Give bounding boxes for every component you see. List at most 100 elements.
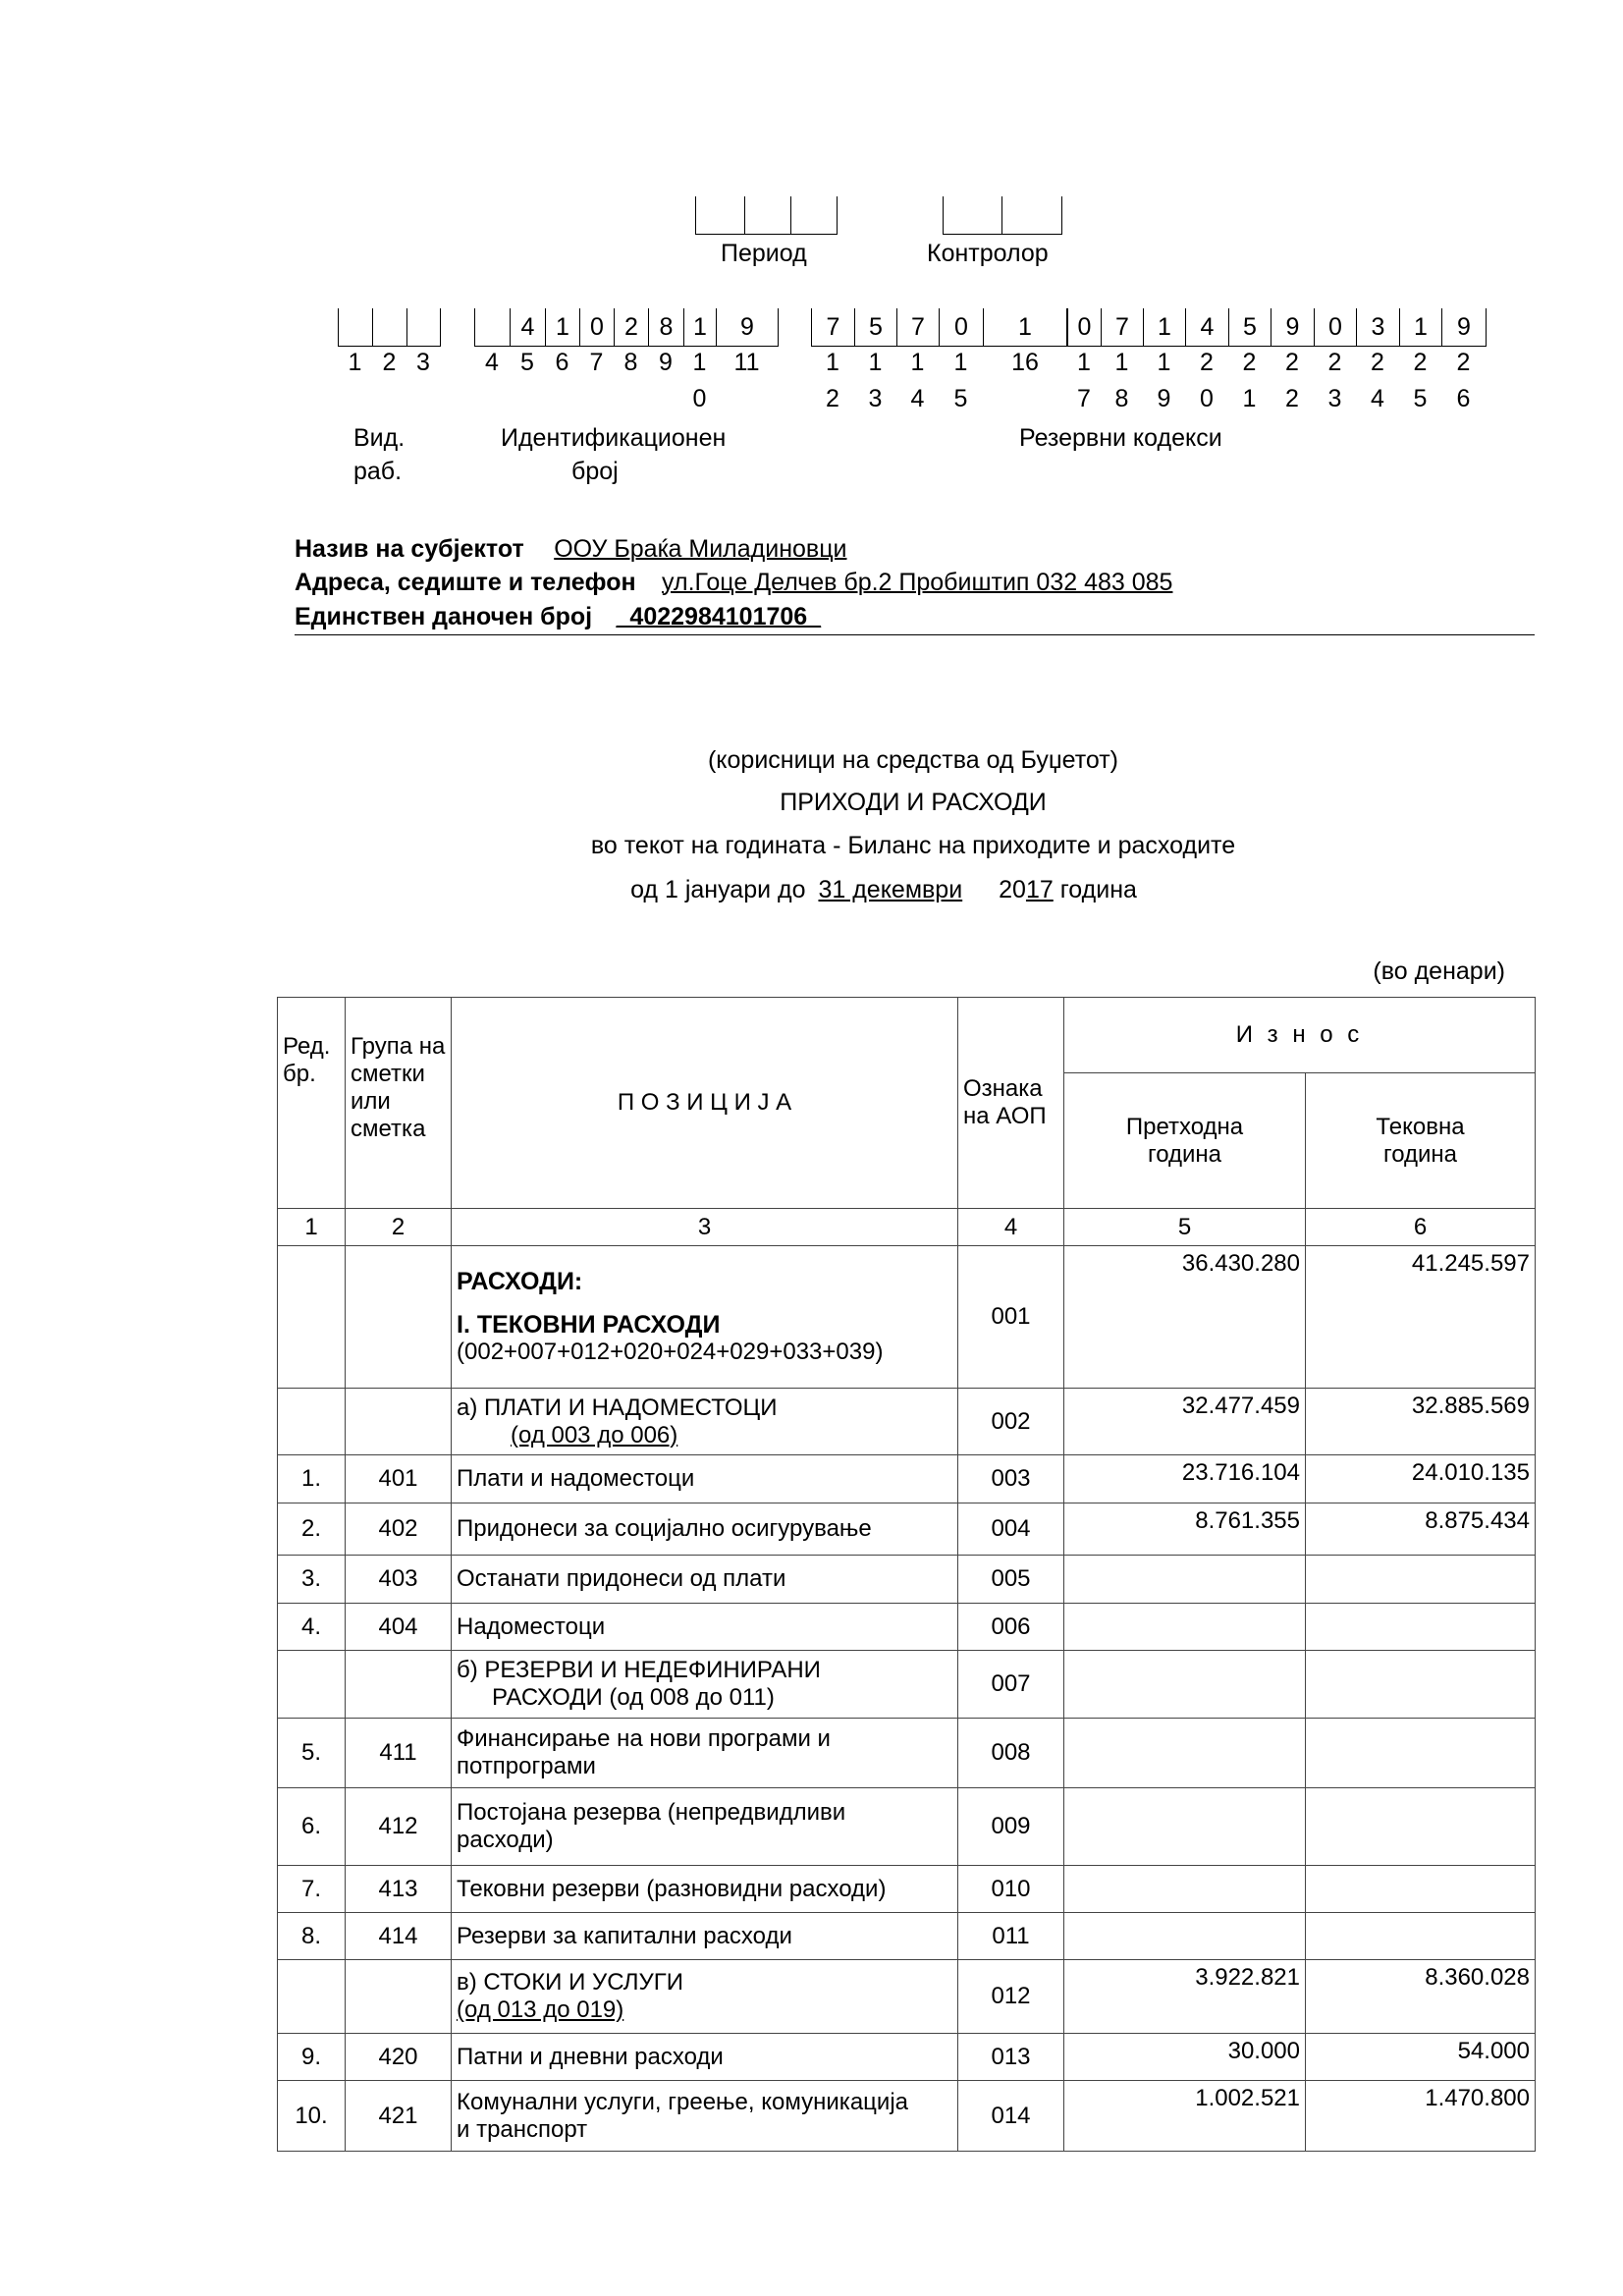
code-digit: 7 <box>1102 308 1144 346</box>
row-number: 1. <box>277 1454 346 1503</box>
table-row: 7. 413 Тековни резерви (разновидни расходи… <box>277 1865 1536 1913</box>
position-number: 2 <box>826 385 839 412</box>
account-group <box>345 1650 452 1719</box>
previous-year-amount <box>1063 1718 1306 1788</box>
aop-code: 012 <box>957 1959 1064 2034</box>
column-number: 5 <box>1063 1208 1306 1246</box>
code-digit: 0 <box>1315 308 1357 346</box>
row-number: 5. <box>277 1718 346 1788</box>
code-digit <box>373 308 407 346</box>
code-digit: 1 <box>546 308 580 346</box>
aop-code: 004 <box>957 1503 1064 1556</box>
account-group: 421 <box>345 2080 452 2152</box>
position-number: 4 <box>1371 385 1384 412</box>
position-number: 1 <box>1077 349 1091 376</box>
position-number: 2 <box>1456 349 1471 376</box>
account-group <box>345 1959 452 2034</box>
position-cell: Останати придонеси од плати <box>451 1555 958 1604</box>
position-text: (002+007+012+020+024+029+033+039) <box>457 1339 884 1365</box>
code-digit: 9 <box>717 308 779 346</box>
controller-cell <box>944 196 1002 234</box>
position-number: 1 <box>868 349 883 376</box>
period-cell <box>791 196 838 234</box>
code-digit: 0 <box>580 308 615 346</box>
position-text: (од 003 до 006) <box>511 1421 678 1449</box>
column-number: 2 <box>345 1208 452 1246</box>
aop-code: 009 <box>957 1787 1064 1866</box>
position-number: 7 <box>589 349 604 376</box>
code-digit: 4 <box>511 308 546 346</box>
position-text: Резерви за капитални расходи <box>457 1922 792 1949</box>
code-digit: 5 <box>1229 308 1271 346</box>
position-number: 1 <box>826 349 839 376</box>
table-row: 2. 402 Придонеси за социјално осигурување 0… <box>277 1503 1536 1556</box>
position-number: 7 <box>1077 385 1091 412</box>
aop-code: 008 <box>957 1718 1064 1788</box>
previous-year-amount <box>1063 1603 1306 1651</box>
entity-tax-line: Единствен даночен број _4022984101706_ <box>295 603 821 631</box>
period-cell <box>745 196 791 234</box>
position-text: потпрограми <box>457 1753 596 1779</box>
current-year-amount: 1.470.800 <box>1305 2080 1536 2152</box>
position-number: 1 <box>348 349 362 376</box>
controller-boxes <box>943 196 1062 235</box>
position-cell: Надоместоци <box>451 1603 958 1651</box>
position-number: 1 <box>910 349 925 376</box>
row-number: 7. <box>277 1865 346 1913</box>
current-year-amount: 32.885.569 <box>1305 1388 1536 1455</box>
period-label: Период <box>721 240 807 267</box>
title-period: од 1 јануари до 31 декември 2017 година <box>0 876 1623 904</box>
account-group <box>345 1245 452 1389</box>
row-number <box>277 1388 346 1455</box>
column-number: 1 <box>277 1208 346 1246</box>
position-cell: б) РЕЗЕРВИ И НЕДЕФИНИРАНИ РАСХОДИ (од 008… <box>451 1650 958 1719</box>
position-number: 2 <box>1371 349 1384 376</box>
table-row: 10. 421 Комунални услуги, греење, комуника… <box>277 2080 1536 2152</box>
table-row: а) ПЛАТИ И НАДОМЕСТОЦИ (од 003 до 006) 002… <box>277 1388 1536 1455</box>
table-row: 3. 403 Останати придонеси од плати 005 <box>277 1555 1536 1604</box>
row-number: 3. <box>277 1555 346 1604</box>
period-from: од 1 јануари до <box>630 876 806 903</box>
entity-name-value: ООУ Браќа Миладиновци <box>554 535 847 563</box>
year-word: година <box>1059 876 1137 903</box>
account-group: 403 <box>345 1555 452 1604</box>
position-number: 9 <box>1157 385 1171 412</box>
position-number: 4 <box>485 349 499 376</box>
current-year-amount <box>1305 1787 1536 1866</box>
currency-note: (во денари) <box>1373 957 1505 985</box>
position-number: 2 <box>1285 385 1299 412</box>
id-number-label: Идентификационен <box>501 424 727 452</box>
position-number: 2 <box>1285 349 1299 376</box>
year-suffix: 17 <box>1025 876 1054 903</box>
position-text: Тековни резерви (разновидни расходи) <box>457 1875 887 1902</box>
entity-address-label: Адреса, седиште и телефон <box>295 569 636 596</box>
previous-year-amount <box>1063 1555 1306 1604</box>
position-text: и транспорт <box>457 2115 588 2143</box>
aop-code: 013 <box>957 2033 1064 2081</box>
account-group: 402 <box>345 1503 452 1556</box>
row-number: 6. <box>277 1787 346 1866</box>
current-year-amount <box>1305 1912 1536 1960</box>
table-row: 1. 401 Плати и надоместоци 003 23.716.104 24.… <box>277 1454 1536 1503</box>
current-year-amount <box>1305 1865 1536 1913</box>
table-row: 9. 420 Патни и дневни расходи 013 30.000 54.0… <box>277 2033 1536 2081</box>
code-digit: 9 <box>1271 308 1315 346</box>
position-text: Финансирање на нови програми и <box>457 1725 831 1752</box>
entity-name-line: Назив на субјектот ООУ Браќа Миладиновци <box>295 535 846 564</box>
column-number: 6 <box>1305 1208 1536 1246</box>
row-number <box>277 1650 346 1719</box>
account-group: 404 <box>345 1603 452 1651</box>
position-text: б) РЕЗЕРВИ И НЕДЕФИНИРАНИ <box>457 1657 821 1683</box>
aop-code: 005 <box>957 1555 1064 1604</box>
table-row: 8. 414 Резерви за капитални расходи 011 <box>277 1912 1536 1960</box>
position-number: 3 <box>868 385 883 412</box>
position-number: 1 <box>1157 349 1171 376</box>
position-text: (од 013 до 019) <box>457 1996 624 2023</box>
position-number: 1 <box>1114 349 1129 376</box>
entity-name-label: Назив на субјектот <box>295 535 524 563</box>
position-text: а) ПЛАТИ И НАДОМЕСТОЦИ <box>457 1394 778 1421</box>
position-number: 8 <box>1114 385 1129 412</box>
position-cell: Патни и дневни расходи <box>451 2033 958 2081</box>
header-no: Ред. бр. <box>277 997 346 1209</box>
